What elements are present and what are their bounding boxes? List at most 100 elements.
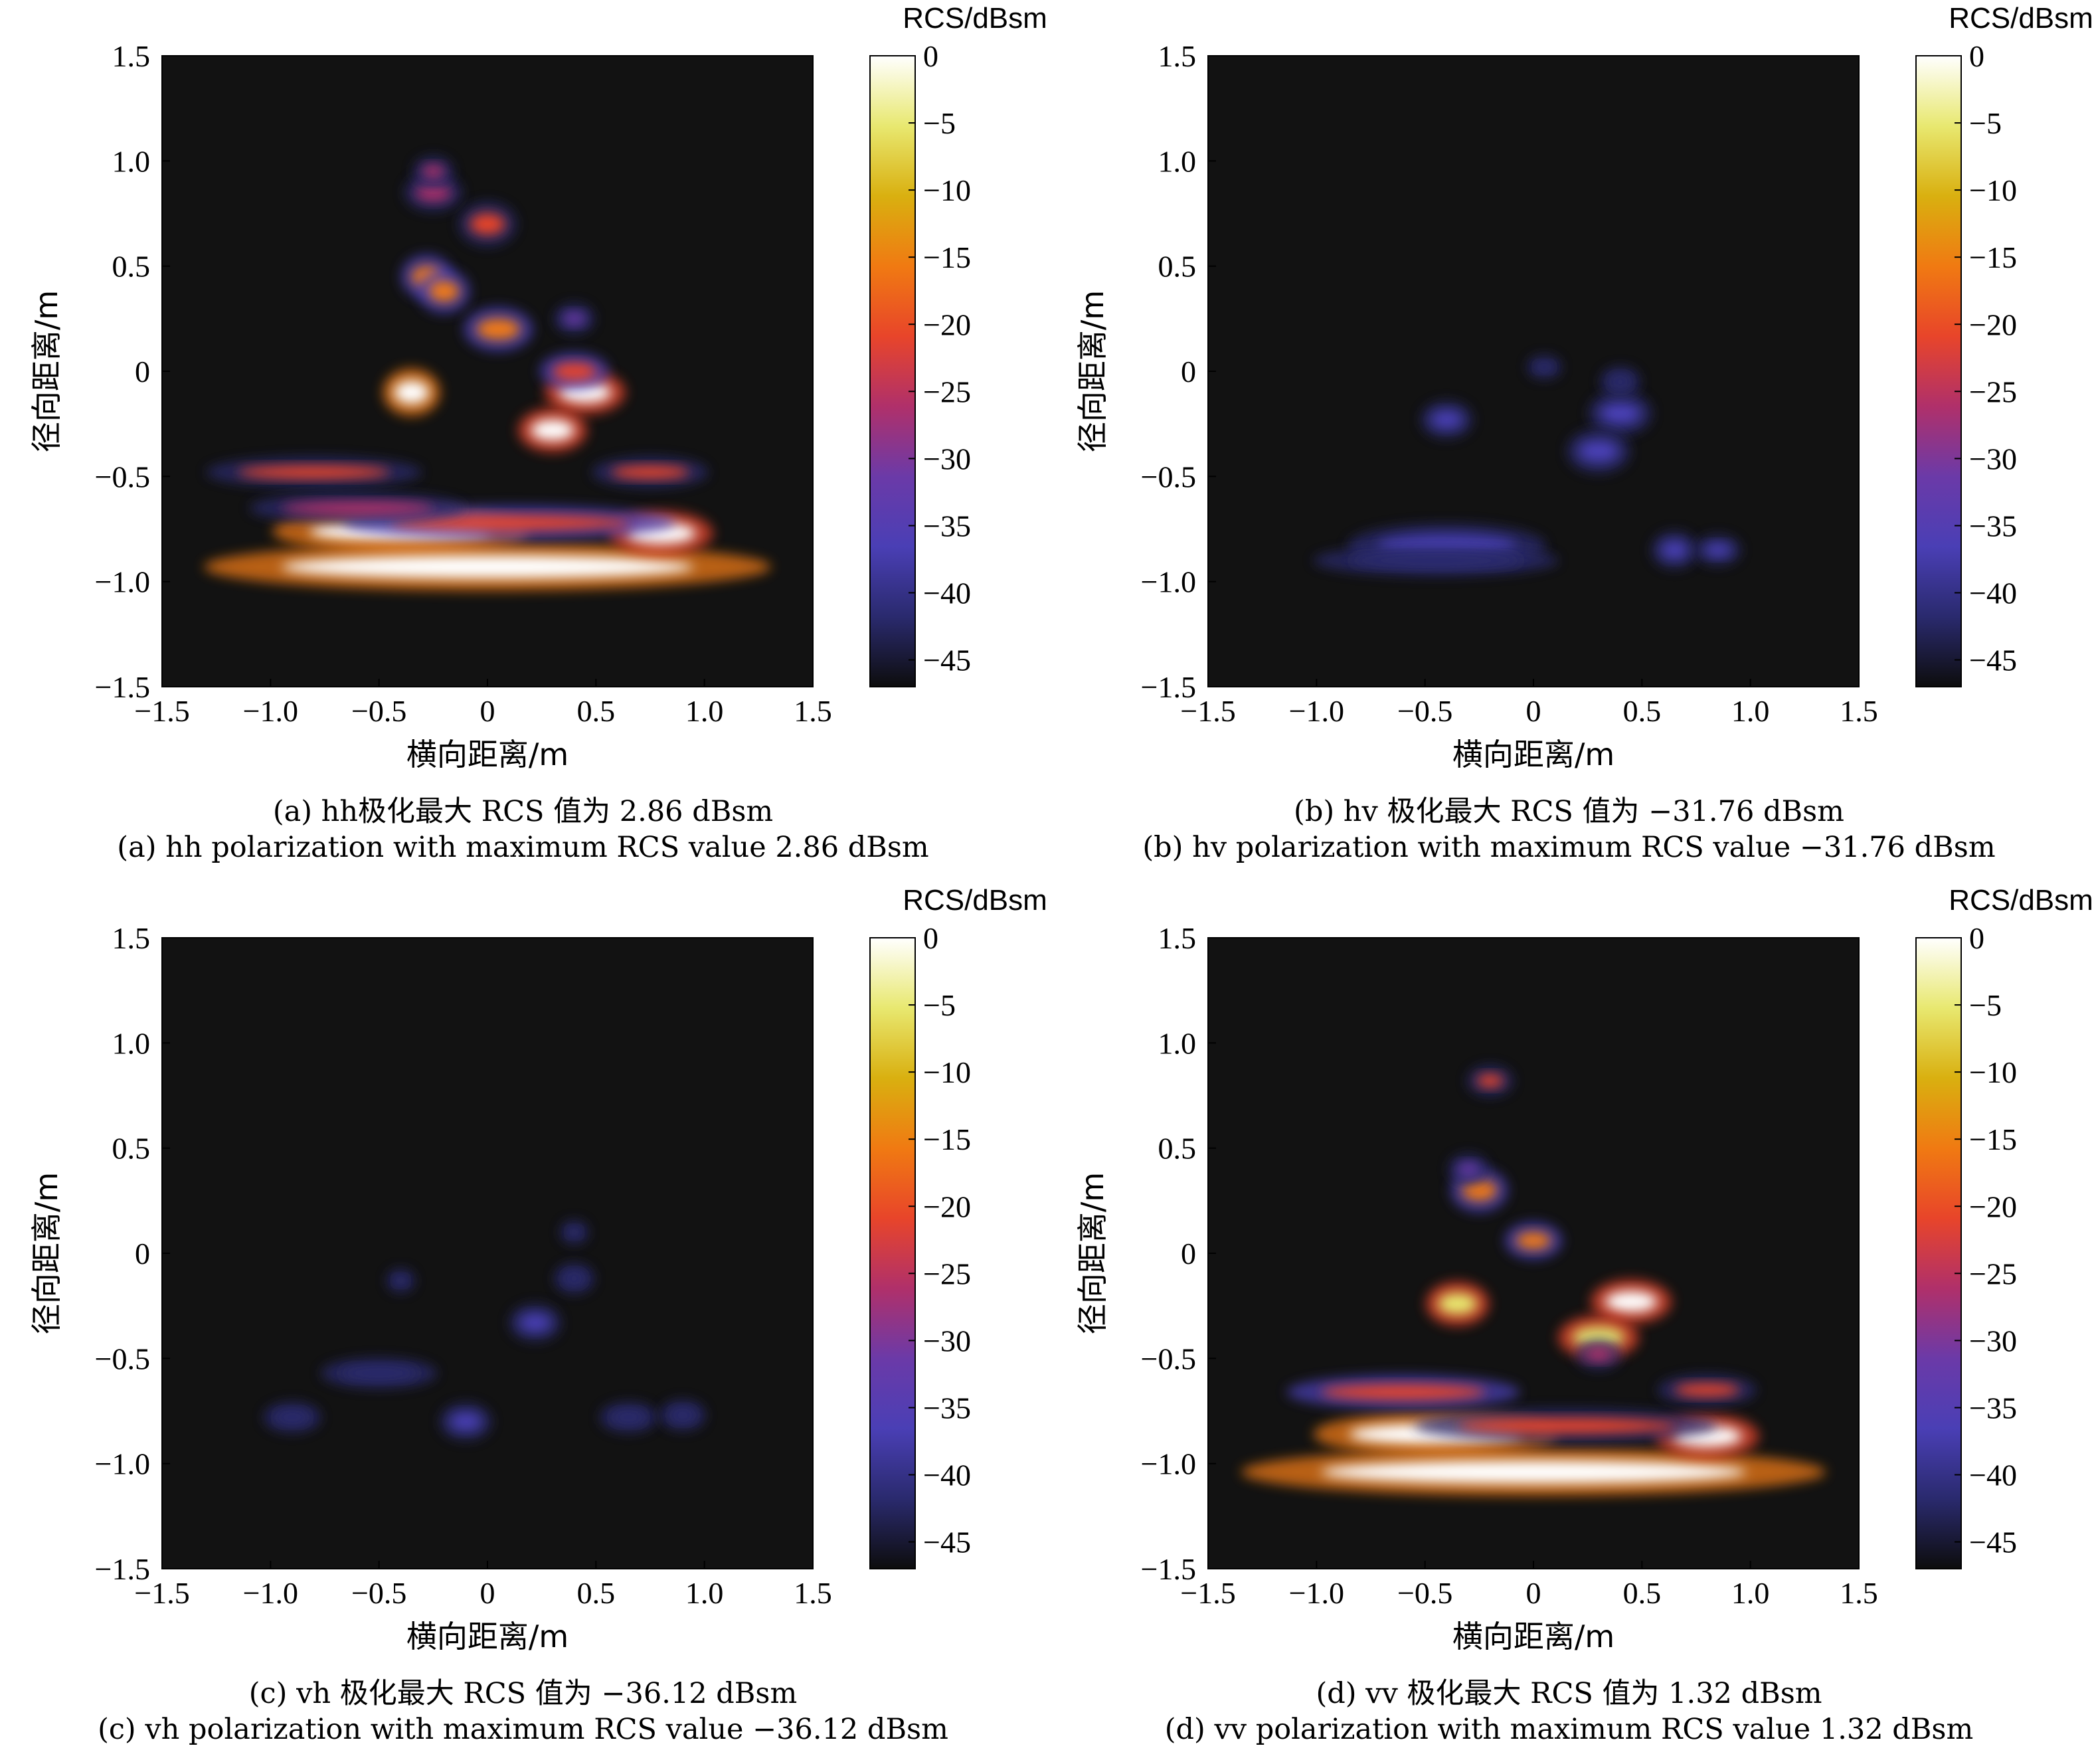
y-axis-label: 径向距离/m xyxy=(29,1172,64,1334)
colorbar xyxy=(1915,55,1962,687)
x-tick-label: −1.0 xyxy=(1289,1576,1344,1610)
scatterer-mark xyxy=(339,1367,418,1379)
colorbar-tick-label: −45 xyxy=(923,1526,971,1559)
y-tick-label: −1.0 xyxy=(1141,565,1196,599)
y-axis-label: 径向距离/m xyxy=(1075,290,1110,452)
y-tick-label: −0.5 xyxy=(1141,1342,1196,1375)
plot-area xyxy=(162,56,813,687)
scatterer-mark xyxy=(1674,1383,1740,1397)
scatterer-mark xyxy=(553,363,596,380)
scatterer-mark xyxy=(1431,411,1462,428)
colorbar-tick-label: −45 xyxy=(1969,644,2017,677)
scatterer-mark xyxy=(1516,1232,1551,1249)
x-tick-label: 0 xyxy=(1526,694,1541,728)
colorbar-tick-label: −5 xyxy=(1969,988,2002,1022)
x-tick-label: −1.5 xyxy=(1180,1576,1235,1610)
colorbar-tick-label: −30 xyxy=(923,442,971,476)
y-tick-label: 1.0 xyxy=(1158,144,1197,178)
scatterer-mark xyxy=(1438,1293,1478,1314)
colorbar-tick-label: −35 xyxy=(923,509,971,543)
y-tick-label: 1.5 xyxy=(1158,921,1197,955)
colorbar-tick-label: −15 xyxy=(1969,240,2017,274)
y-tick-label: 0 xyxy=(1181,1237,1196,1271)
x-tick-label: 1.0 xyxy=(685,1576,724,1610)
colorbar-tick-label: −10 xyxy=(1969,1055,2017,1089)
colorbar-tick-label: 0 xyxy=(923,921,938,955)
caption-en-a: (a) hh polarization with maximum RCS val… xyxy=(117,831,929,864)
scatterer-mark xyxy=(1585,1348,1612,1361)
colorbar-tick-label: −15 xyxy=(1969,1122,2017,1156)
colorbar-tick-label: −40 xyxy=(923,576,971,610)
caption-en-c: (c) vh polarization with maximum RCS val… xyxy=(98,1713,948,1746)
caption-cn-a: (a) hh极化最大 RCS 值为 2.86 dBsm xyxy=(272,795,774,828)
colorbar-tick-label: −10 xyxy=(1969,173,2017,207)
y-tick-label: −1.0 xyxy=(1141,1447,1196,1481)
x-axis-label: 横向距离/m xyxy=(406,1619,568,1654)
x-tick-label: −1.5 xyxy=(1180,694,1235,728)
scatterer-mark xyxy=(390,515,629,531)
x-tick-label: −1.0 xyxy=(243,1576,298,1610)
x-tick-label: −0.5 xyxy=(351,694,406,728)
scatterer-mark xyxy=(531,419,574,441)
scatterer-mark xyxy=(567,1228,581,1237)
colorbar-label: RCS/dBsm xyxy=(1949,884,2092,917)
panel-c: −1.5 −1.0 −0.5 0 0.5 1.0 1.5 1.5 1.0 0.5 0 −0.5 −1.0… xyxy=(0,882,1047,1764)
y-tick-label: −0.5 xyxy=(1141,460,1196,493)
colorbar xyxy=(869,937,916,1569)
x-tick-label: −1.0 xyxy=(243,694,298,728)
y-tick-label: 0 xyxy=(135,355,150,389)
x-tick-label: 0.5 xyxy=(577,694,616,728)
colorbar xyxy=(869,55,916,687)
scatterer-mark xyxy=(669,1409,696,1422)
colorbar-tick-label: −10 xyxy=(923,1055,971,1089)
y-tick-label: 1.5 xyxy=(112,921,151,955)
y-tick-label: 1.0 xyxy=(112,1026,151,1060)
scatterer-mark xyxy=(520,1314,551,1332)
colorbar-tick-label: −5 xyxy=(923,988,956,1022)
x-tick-label: 1.0 xyxy=(1731,1576,1770,1610)
y-tick-label: 0 xyxy=(1181,355,1196,389)
colorbar-tick-label: 0 xyxy=(923,39,938,73)
caption-cn-b: (b) hv 极化最大 RCS 值为 −31.76 dBsm xyxy=(1294,795,1844,828)
x-tick-label: 1.5 xyxy=(1840,1576,1878,1610)
x-axis-label: 横向距离/m xyxy=(1452,1619,1614,1654)
y-tick-label: 1.0 xyxy=(112,144,151,178)
heatmap-layer xyxy=(1313,355,1741,576)
y-tick-label: −1.5 xyxy=(95,670,150,704)
y-tick-label: 0 xyxy=(135,1237,150,1271)
x-tick-label: −1.0 xyxy=(1289,694,1344,728)
scatterer-mark xyxy=(611,466,689,479)
colorbar-tick-label: −40 xyxy=(1969,576,2017,610)
scatterer-mark xyxy=(281,555,694,578)
colorbar-tick-label: −35 xyxy=(923,1391,971,1425)
scatterer-mark xyxy=(1457,1162,1480,1176)
colorbar-tick-label: −10 xyxy=(923,173,971,207)
colorbar-label: RCS/dBsm xyxy=(903,884,1047,917)
colorbar-tick-label: −35 xyxy=(1969,509,2017,543)
scatterer-mark xyxy=(1605,1291,1658,1312)
colorbar-tick-label: −25 xyxy=(1969,375,2017,408)
x-tick-label: 1.5 xyxy=(794,1576,832,1610)
heatmap-layer xyxy=(204,155,771,591)
scatterer-mark xyxy=(1609,375,1631,389)
colorbar-tick-label: −25 xyxy=(923,1257,971,1290)
x-tick-label: 0.5 xyxy=(577,1576,616,1610)
scatterer-mark xyxy=(1661,541,1688,559)
y-tick-label: 0.5 xyxy=(1158,1132,1197,1166)
y-axis-label: 径向距离/m xyxy=(1075,1172,1110,1334)
y-tick-label: −1.5 xyxy=(1141,670,1196,704)
colorbar-tick-label: −25 xyxy=(1969,1257,2017,1290)
colorbar-tick-label: −20 xyxy=(1969,1190,2017,1223)
scatterer-mark xyxy=(1579,440,1618,462)
scatterer-mark xyxy=(416,184,451,201)
scatterer-mark xyxy=(394,381,429,404)
y-tick-label: 0.5 xyxy=(112,1132,151,1166)
colorbar-tick-label: 0 xyxy=(1969,39,1984,73)
colorbar-tick-label: −15 xyxy=(923,240,971,274)
heatmap-layer xyxy=(263,1220,706,1441)
x-tick-label: 0.5 xyxy=(1623,1576,1662,1610)
plot-area xyxy=(162,938,813,1569)
y-tick-label: 0.5 xyxy=(112,250,151,284)
scatterer-mark xyxy=(1535,363,1553,372)
y-axis-label: 径向距离/m xyxy=(29,290,64,452)
